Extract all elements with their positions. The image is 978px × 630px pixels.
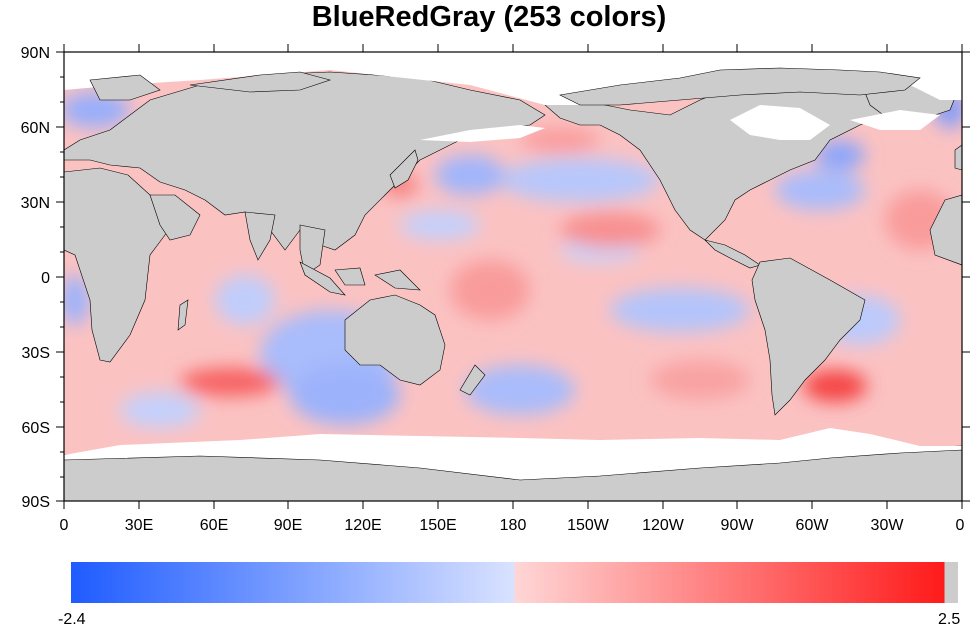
colorbar	[71, 562, 958, 603]
cold-patch	[290, 365, 400, 425]
warm-patch	[520, 128, 600, 152]
lon-labels: 0 30E 60E 90E 120E 150E 180 150W 120W 90…	[60, 517, 965, 534]
lon-label: 120W	[642, 517, 685, 534]
land-africa	[64, 167, 184, 363]
missing-antarctic-ring	[64, 428, 962, 482]
cold-patch	[435, 155, 505, 195]
land-madagascar	[177, 299, 189, 331]
cold-patch	[465, 365, 575, 415]
land-indonesia	[299, 261, 421, 296]
land-eurasia	[64, 71, 546, 251]
warm-patch	[803, 370, 867, 402]
warm-patch	[180, 368, 280, 396]
lon-label: 0	[60, 517, 69, 534]
cold-patch	[64, 275, 90, 325]
warm-patch	[650, 360, 750, 400]
lon-label: 0	[956, 517, 965, 534]
land-south-america	[751, 257, 866, 416]
missing-bering	[420, 125, 545, 142]
colorbar-gradient	[71, 562, 958, 603]
lat-label: 60N	[21, 120, 50, 137]
lon-label: 150W	[567, 517, 610, 534]
missing-hudson	[850, 110, 940, 130]
lat-label: 30S	[22, 345, 50, 362]
land-india	[244, 211, 276, 261]
missing-arctic-canada	[730, 105, 830, 140]
colorbar-max-label: 2.5	[938, 611, 961, 628]
lon-ticks	[63, 44, 963, 509]
lon-label: 90W	[721, 517, 755, 534]
lon-label: 120E	[344, 517, 381, 534]
lat-label: 90S	[22, 494, 50, 511]
land-japan	[389, 149, 419, 189]
lon-label: 60W	[796, 517, 830, 534]
warm-patch	[450, 260, 530, 320]
land-new-zealand	[459, 364, 486, 396]
lat-label: 30N	[21, 195, 50, 212]
cold-patch	[215, 275, 275, 325]
land-africa-west	[929, 194, 962, 266]
land-uk	[954, 144, 962, 171]
colorbar-min-label: -2.4	[58, 611, 86, 628]
lon-label: 60E	[200, 517, 228, 534]
lon-label: 30W	[871, 517, 905, 534]
cold-patch	[815, 140, 865, 170]
lat-label: 60S	[22, 420, 50, 437]
cold-patch	[500, 158, 660, 202]
cold-patch	[120, 392, 200, 428]
lat-label: 0	[41, 270, 50, 287]
cold-patch	[64, 92, 130, 128]
lon-label: 180	[500, 517, 527, 534]
land-north-polar	[89, 67, 921, 106]
cold-patch	[775, 170, 865, 210]
land-australia	[344, 294, 446, 386]
land-antarctica-core	[64, 449, 962, 501]
plot-area	[64, 52, 962, 501]
lon-label: 90E	[274, 517, 302, 534]
lat-ticks	[56, 51, 970, 502]
lon-label: 30E	[125, 517, 153, 534]
land-arabia	[149, 194, 201, 241]
land-central-america	[704, 239, 761, 269]
missing-arctic-top	[64, 52, 962, 105]
land-overlay	[64, 67, 962, 501]
missing-data	[64, 52, 962, 482]
anomaly-field	[64, 92, 962, 466]
map-title: BlueRedGray (253 colors)	[311, 1, 667, 33]
lat-label: 90N	[21, 45, 50, 62]
lat-labels: 90N 60N 30N 0 30S 60S 90S	[21, 45, 50, 511]
warm-patch	[560, 212, 660, 248]
cold-patch	[400, 210, 480, 240]
cold-patch	[610, 288, 750, 332]
lon-label: 150E	[419, 517, 456, 534]
